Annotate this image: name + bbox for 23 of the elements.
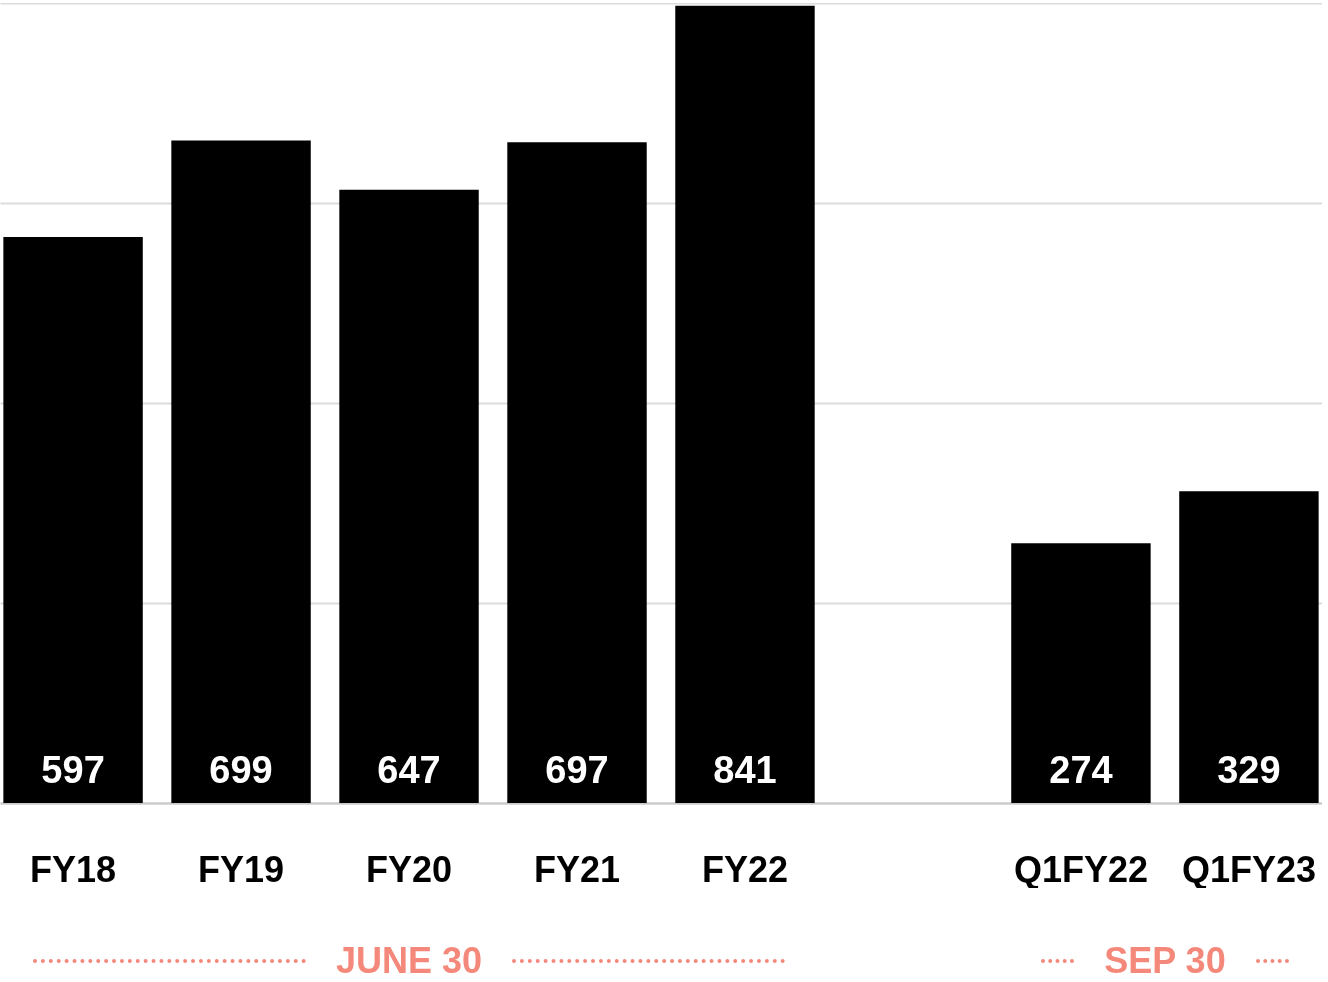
x-tick-label: FY22 — [701, 848, 789, 890]
bar — [3, 237, 143, 803]
x-tick-label: Q1FY22 — [1013, 848, 1148, 890]
data-label: 329 — [1217, 749, 1281, 791]
bar — [507, 142, 647, 803]
x-tick-label: FY21 — [533, 848, 621, 890]
x-tick-label: Q1FY23 — [1181, 848, 1316, 890]
data-label: 841 — [713, 749, 777, 791]
data-label: 699 — [209, 749, 273, 791]
data-label: 647 — [377, 749, 441, 791]
x-tick-label: FY20 — [366, 848, 453, 890]
data-label: 597 — [41, 749, 105, 791]
x-tick-label: FY18 — [30, 848, 117, 890]
text: JUNE 30 — [335, 940, 483, 982]
bar — [1179, 491, 1319, 803]
bar — [339, 189, 479, 803]
bar — [171, 140, 311, 803]
text: SEP 30 — [1104, 940, 1226, 982]
bar — [1011, 543, 1151, 803]
x-tick-label: FY19 — [198, 848, 285, 890]
bar — [675, 5, 815, 803]
data-label: 697 — [545, 749, 609, 791]
data-label: 274 — [1049, 749, 1113, 791]
